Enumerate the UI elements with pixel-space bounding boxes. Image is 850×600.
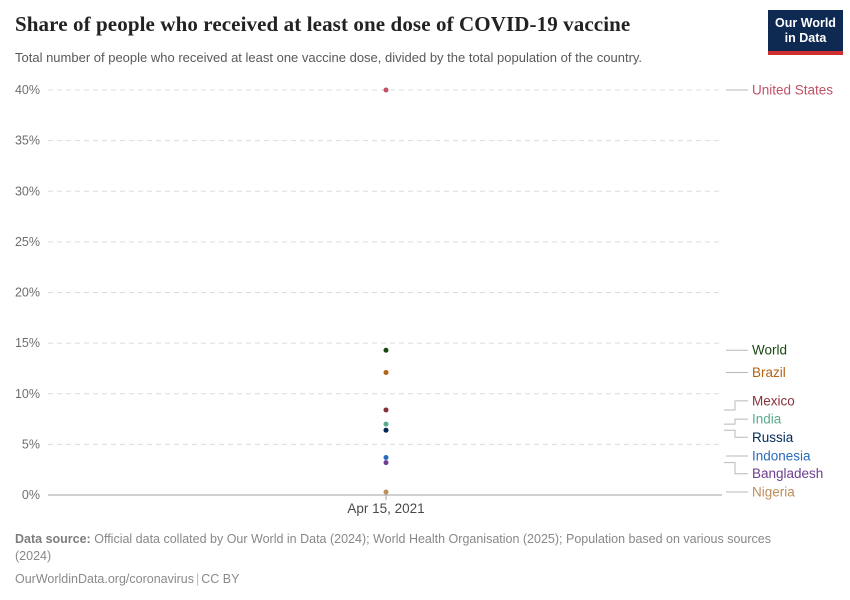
- chart-footer: Data source: Official data collated by O…: [15, 531, 795, 588]
- page-subtitle: Total number of people who received at l…: [15, 50, 643, 65]
- y-tick-label-10: 10%: [15, 387, 40, 401]
- legend-connector-india: [724, 418, 748, 425]
- data-source-line: Data source: Official data collated by O…: [15, 531, 795, 564]
- data-point-united-states[interactable]: [383, 87, 389, 93]
- y-tick-label-5: 5%: [22, 437, 40, 451]
- legend-label-brazil[interactable]: Brazil: [752, 365, 786, 380]
- owid-url-link[interactable]: OurWorldinData.org/coronavirus: [15, 572, 195, 586]
- legend-label-russia[interactable]: Russia: [752, 430, 794, 445]
- scatter-plot: 0% 5% 10% 15% 20% 25% 30% 35% 40% Apr 15, 2021 Uni…: [15, 83, 833, 517]
- data-source-text: Official data collated by Our World in D…: [15, 532, 771, 563]
- data-point-mexico[interactable]: [383, 407, 389, 413]
- owid-logo-line2: in Data: [784, 30, 827, 45]
- data-point-bangladesh[interactable]: [383, 460, 389, 466]
- license-line: OurWorldinData.org/coronavirus | CC BY: [15, 571, 795, 588]
- legend-label-world[interactable]: World: [752, 343, 787, 358]
- data-point-nigeria[interactable]: [383, 489, 389, 495]
- y-tick-label-35: 35%: [15, 134, 40, 148]
- license-label: CC BY: [201, 572, 240, 586]
- y-tick-label-0: 0%: [22, 488, 40, 502]
- data-point-russia[interactable]: [383, 427, 389, 433]
- data-source-label: Data source:: [15, 532, 91, 546]
- data-point-indonesia[interactable]: [383, 455, 389, 461]
- owid-logo[interactable]: Our World in Data: [768, 10, 843, 55]
- footer-separator: |: [196, 572, 200, 586]
- page-title: Share of people who received at least on…: [15, 12, 631, 36]
- legend-label-mexico[interactable]: Mexico: [752, 393, 795, 408]
- y-tick-label-30: 30%: [15, 184, 40, 198]
- y-tick-label-15: 15%: [15, 336, 40, 350]
- x-axis-tick-label: Apr 15, 2021: [347, 501, 424, 516]
- legend-connector-mexico: [724, 400, 748, 411]
- legend-connector-bangladesh: [724, 462, 748, 475]
- legend-connector-russia: [724, 429, 748, 438]
- y-tick-label-40: 40%: [15, 83, 40, 97]
- legend-label-united-states[interactable]: United States: [752, 83, 833, 98]
- data-point-world[interactable]: [383, 347, 389, 353]
- legend-label-indonesia[interactable]: Indonesia: [752, 449, 811, 464]
- owid-logo-line1: Our World: [775, 15, 836, 30]
- data-point-india[interactable]: [383, 421, 389, 427]
- legend-label-india[interactable]: India: [752, 412, 782, 427]
- y-tick-label-20: 20%: [15, 286, 40, 300]
- data-point-brazil[interactable]: [383, 369, 389, 375]
- legend-label-nigeria[interactable]: Nigeria: [752, 484, 795, 499]
- legend-label-bangladesh[interactable]: Bangladesh: [752, 466, 823, 481]
- y-tick-label-25: 25%: [15, 235, 40, 249]
